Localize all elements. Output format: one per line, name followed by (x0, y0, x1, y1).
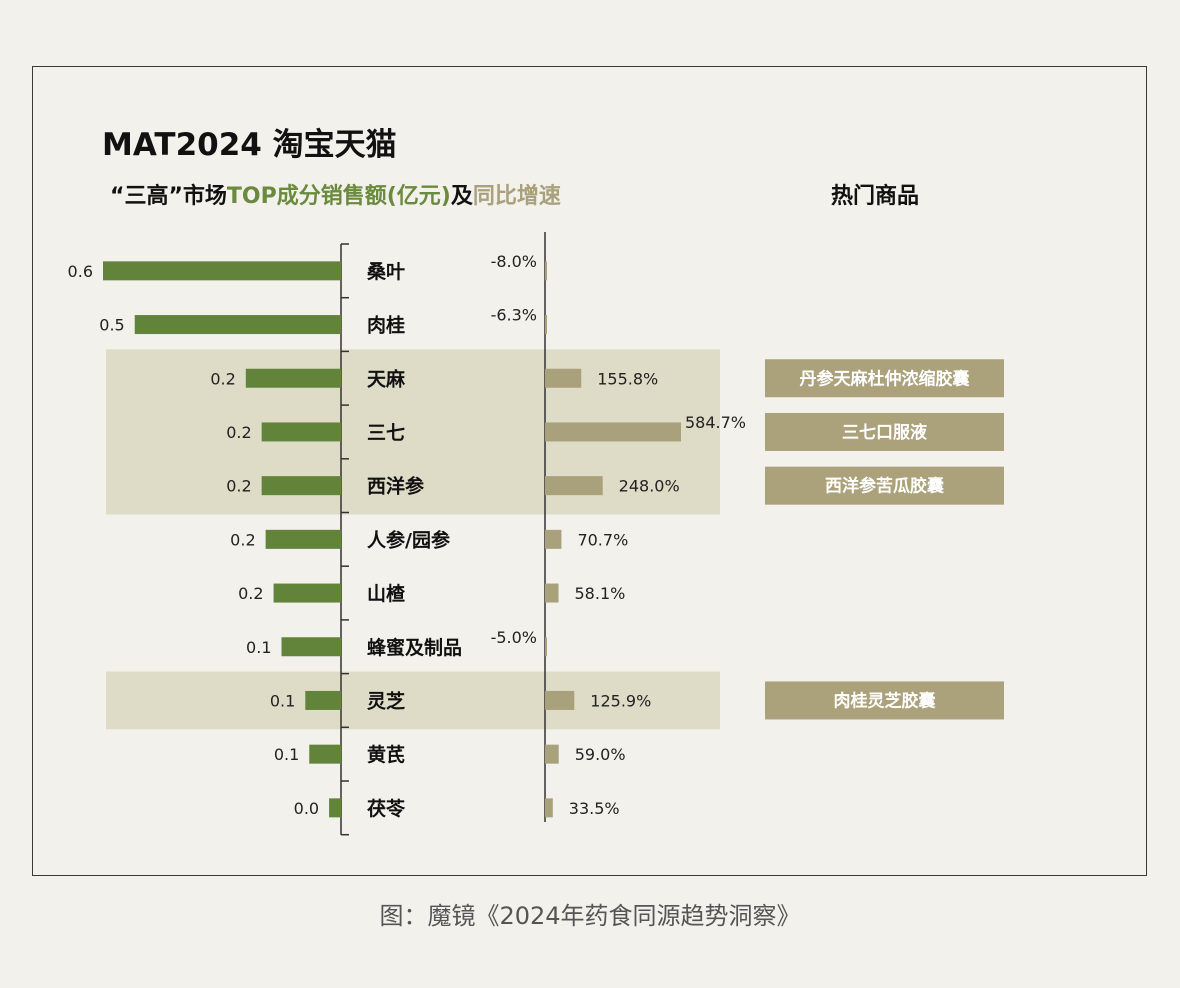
sales-bar (329, 798, 341, 818)
sales-value-label: 0.5 (99, 316, 124, 335)
sales-value-label: 0.2 (226, 477, 251, 496)
growth-bar (545, 315, 547, 335)
growth-value-label: 248.0% (619, 477, 680, 496)
sales-bar (261, 476, 341, 496)
subtitle-part-1: TOP成分销售额(亿元) (227, 183, 451, 209)
sales-value-label: 0.2 (210, 369, 235, 388)
growth-bar (545, 637, 547, 657)
sales-bar (281, 637, 341, 657)
sales-value-label: 0.1 (274, 745, 299, 764)
hot-product-label: 三七口服液 (842, 422, 927, 443)
chart-subtitle: “三高”市场TOP成分销售额(亿元)及同比增速 (110, 183, 561, 209)
growth-value-label: 59.0% (575, 745, 626, 764)
growth-value-label: 125.9% (590, 691, 651, 710)
subtitle-part-2: 及 (451, 184, 474, 209)
sales-bar (309, 744, 341, 764)
growth-bar (545, 261, 547, 281)
growth-value-label: -6.3% (491, 306, 537, 325)
category-label: 蜂蜜及制品 (367, 636, 462, 659)
growth-value-label: -5.0% (491, 628, 537, 647)
growth-bar (545, 422, 681, 442)
growth-bar (545, 690, 575, 710)
category-label: 桑叶 (367, 261, 405, 283)
hot-product-box (765, 681, 1004, 720)
sales-value-label: 0.6 (68, 262, 93, 281)
growth-bar (545, 744, 559, 764)
subtitle-part-3: 同比增速 (473, 183, 561, 209)
growth-bar (545, 368, 582, 388)
growth-value-label: 58.1% (575, 584, 626, 603)
sales-bar (245, 368, 341, 388)
growth-bar (545, 476, 603, 496)
category-label: 茯苓 (367, 797, 406, 820)
growth-bar (545, 798, 553, 818)
sales-value-label: 0.2 (238, 584, 263, 603)
category-label: 山楂 (367, 582, 406, 605)
highlight-band-1 (106, 671, 720, 730)
subtitle-part-0: “三高”市场 (110, 183, 227, 209)
category-label: 西洋参 (367, 475, 424, 498)
hot-product-label: 西洋参苦瓜胶囊 (825, 476, 944, 497)
hot-product-box (765, 359, 1004, 398)
category-label: 三七 (367, 422, 405, 444)
hot-product-label: 丹参天麻杜仲浓缩胶囊 (800, 368, 970, 389)
growth-bar (545, 529, 562, 549)
sales-bar (273, 583, 341, 603)
chart-title: MAT2024 淘宝天猫 (102, 127, 397, 163)
growth-value-label: 70.7% (577, 530, 628, 549)
growth-bar (545, 583, 559, 603)
hot-product-box (765, 466, 1004, 505)
right-column-header: 热门商品 (831, 183, 919, 209)
category-label: 黄芪 (367, 743, 405, 766)
sales-value-label: 0.2 (226, 423, 251, 442)
growth-value-label: -8.0% (491, 252, 537, 271)
growth-value-label: 155.8% (597, 369, 658, 388)
sales-bar (305, 690, 341, 710)
chart-frame (32, 66, 1147, 876)
sales-value-label: 0.1 (246, 638, 271, 657)
category-label: 天麻 (367, 367, 406, 390)
category-label: 人参/园参 (367, 528, 450, 551)
sales-value-label: 0.2 (230, 530, 255, 549)
category-label: 肉桂 (367, 314, 405, 337)
growth-value-label: 33.5% (569, 799, 620, 818)
hot-product-box (765, 412, 1004, 451)
hot-product-label: 肉桂灵芝胶囊 (834, 690, 936, 711)
category-label: 灵芝 (367, 689, 405, 712)
source-caption: 图：魔镜《2024年药食同源趋势洞察》 (379, 902, 801, 930)
sales-bar (261, 422, 341, 442)
sales-bar (103, 261, 341, 281)
growth-value-label: 584.7% (685, 413, 746, 432)
sales-bar (134, 315, 341, 335)
sales-value-label: 0.0 (294, 799, 319, 818)
sales-value-label: 0.1 (270, 691, 295, 710)
sales-bar (265, 529, 341, 549)
